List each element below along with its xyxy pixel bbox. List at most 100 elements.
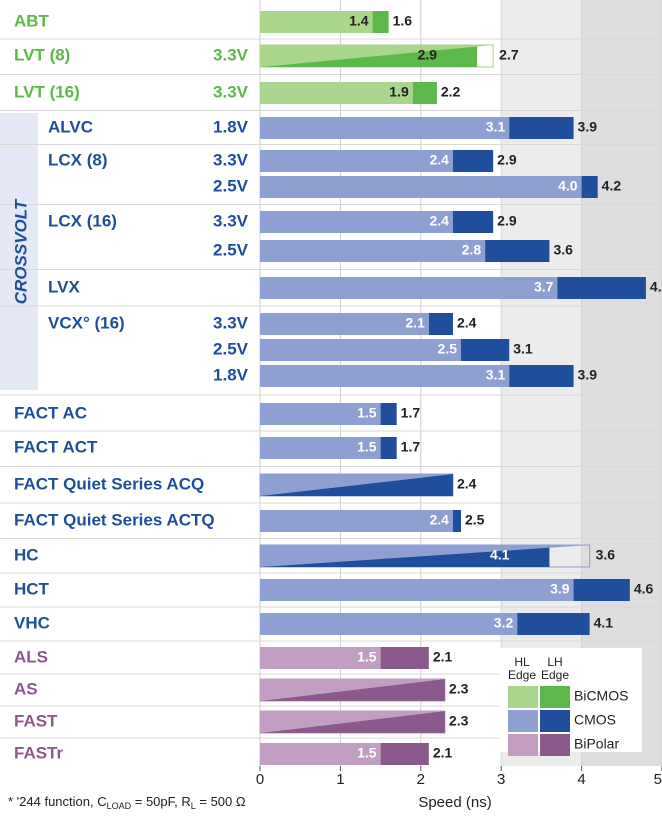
row-label: ALS xyxy=(14,647,48,666)
voltage-label: 2.5V xyxy=(213,176,249,195)
x-tick-label: 1 xyxy=(336,771,344,788)
value-label: 1.4 xyxy=(349,13,369,29)
footnote-sub: LOAD xyxy=(107,801,132,811)
legend-swatch xyxy=(508,686,538,708)
legend-swatch xyxy=(508,710,538,732)
x-tick-label: 0 xyxy=(256,771,264,788)
value-label: 3.1 xyxy=(513,341,533,357)
x-tick-label: 2 xyxy=(417,771,425,788)
value-label: 1.5 xyxy=(357,439,377,455)
value-label: 2.4 xyxy=(429,512,449,528)
value-label: 2.5 xyxy=(438,341,458,357)
value-label: 2.8 xyxy=(462,242,482,258)
bar-lh xyxy=(461,339,510,361)
footnote-part: * '244 function, C xyxy=(8,794,107,809)
value-label: 2.4 xyxy=(457,476,477,492)
legend-label: CMOS xyxy=(574,712,616,728)
value-label: 3.2 xyxy=(494,615,514,631)
row-label: ALVC xyxy=(48,117,93,136)
value-label: 2.3 xyxy=(449,713,469,729)
value-label: 2.9 xyxy=(418,47,438,63)
value-label: 2.9 xyxy=(497,213,517,229)
value-label: 4.1 xyxy=(490,547,510,563)
bar-lh xyxy=(260,474,453,496)
bar-lh xyxy=(380,403,397,425)
bar-hl xyxy=(260,510,453,532)
row-label: LCX (8) xyxy=(48,150,108,169)
value-label: 1.9 xyxy=(389,84,409,100)
row-label: FACT ACT xyxy=(14,437,98,456)
bar-lh xyxy=(260,679,445,701)
legend-swatch xyxy=(540,686,570,708)
bar-hl xyxy=(260,82,413,104)
bar-lh xyxy=(557,277,646,299)
value-label: 3.7 xyxy=(534,279,554,295)
footnote-part: = 500 Ω xyxy=(196,794,246,809)
bar-lh xyxy=(412,82,437,104)
bar-lh xyxy=(260,711,445,733)
footnote: * '244 function, CLOAD = 50pF, RL = 500 … xyxy=(8,794,246,811)
bar-hl xyxy=(260,743,381,765)
x-tick-label: 5 xyxy=(654,771,662,788)
value-label: 2.1 xyxy=(433,649,453,665)
row-label: FAST xyxy=(14,711,58,730)
legend-swatch xyxy=(508,734,538,756)
bar-hl xyxy=(260,365,510,387)
value-label: 3.6 xyxy=(553,242,573,258)
row-label: FASTr xyxy=(14,743,64,762)
value-label: 4.6 xyxy=(634,581,654,597)
bar-hl xyxy=(260,313,429,335)
bar-hl xyxy=(260,403,381,425)
bar-hl xyxy=(260,277,558,299)
bar-hl xyxy=(260,150,453,172)
bar-lh xyxy=(509,117,574,139)
value-label: 1.7 xyxy=(401,439,421,455)
bar-hl xyxy=(260,474,453,496)
row-label: HC xyxy=(14,545,39,564)
value-label: 2.3 xyxy=(449,681,469,697)
value-label: 2.4 xyxy=(457,315,477,331)
value-label: 1.7 xyxy=(401,405,421,421)
row-label: LCX (16) xyxy=(48,211,117,230)
legend-swatch xyxy=(540,710,570,732)
voltage-label: 3.3V xyxy=(213,150,249,169)
value-label: 3.1 xyxy=(486,119,506,135)
bar-hl xyxy=(260,240,486,262)
footnote-sub: L xyxy=(191,801,196,811)
bar-lh xyxy=(428,313,453,335)
value-label: 3.9 xyxy=(550,581,570,597)
bar-hl xyxy=(260,579,574,601)
value-label: 2.1 xyxy=(433,745,453,761)
row-label: FACT AC xyxy=(14,403,87,422)
row-label: HCT xyxy=(14,579,50,598)
voltage-label: 3.3V xyxy=(213,82,249,101)
bar-lh xyxy=(260,547,550,567)
bar-lh xyxy=(452,510,461,532)
bar-lh xyxy=(573,579,630,601)
value-label: 2.7 xyxy=(499,47,519,63)
value-label: 2.2 xyxy=(441,84,461,100)
row-label: VHC xyxy=(14,613,50,632)
legend-label: BiCMOS xyxy=(574,688,628,704)
value-label: 1.5 xyxy=(357,649,377,665)
bar-lh xyxy=(372,11,389,33)
voltage-label: 1.8V xyxy=(213,117,249,136)
value-label: 2.4 xyxy=(429,152,449,168)
value-label: 1.5 xyxy=(357,745,377,761)
bar-lh xyxy=(380,647,429,669)
bar-lh xyxy=(452,150,494,172)
value-label: 1.5 xyxy=(357,405,377,421)
value-label: 4.1 xyxy=(594,615,614,631)
value-label: 3.9 xyxy=(578,367,598,383)
value-label: 4.8 xyxy=(650,279,662,295)
voltage-label: 3.3V xyxy=(213,211,249,230)
value-label: 4.2 xyxy=(602,178,622,194)
bar-lh xyxy=(380,437,397,459)
voltage-label: 3.3V xyxy=(213,313,249,332)
value-label: 3.9 xyxy=(578,119,598,135)
bar-lh xyxy=(517,613,590,635)
row-label: LVT (8) xyxy=(14,45,70,64)
value-label: 2.5 xyxy=(465,512,485,528)
bar-hl xyxy=(260,176,582,198)
